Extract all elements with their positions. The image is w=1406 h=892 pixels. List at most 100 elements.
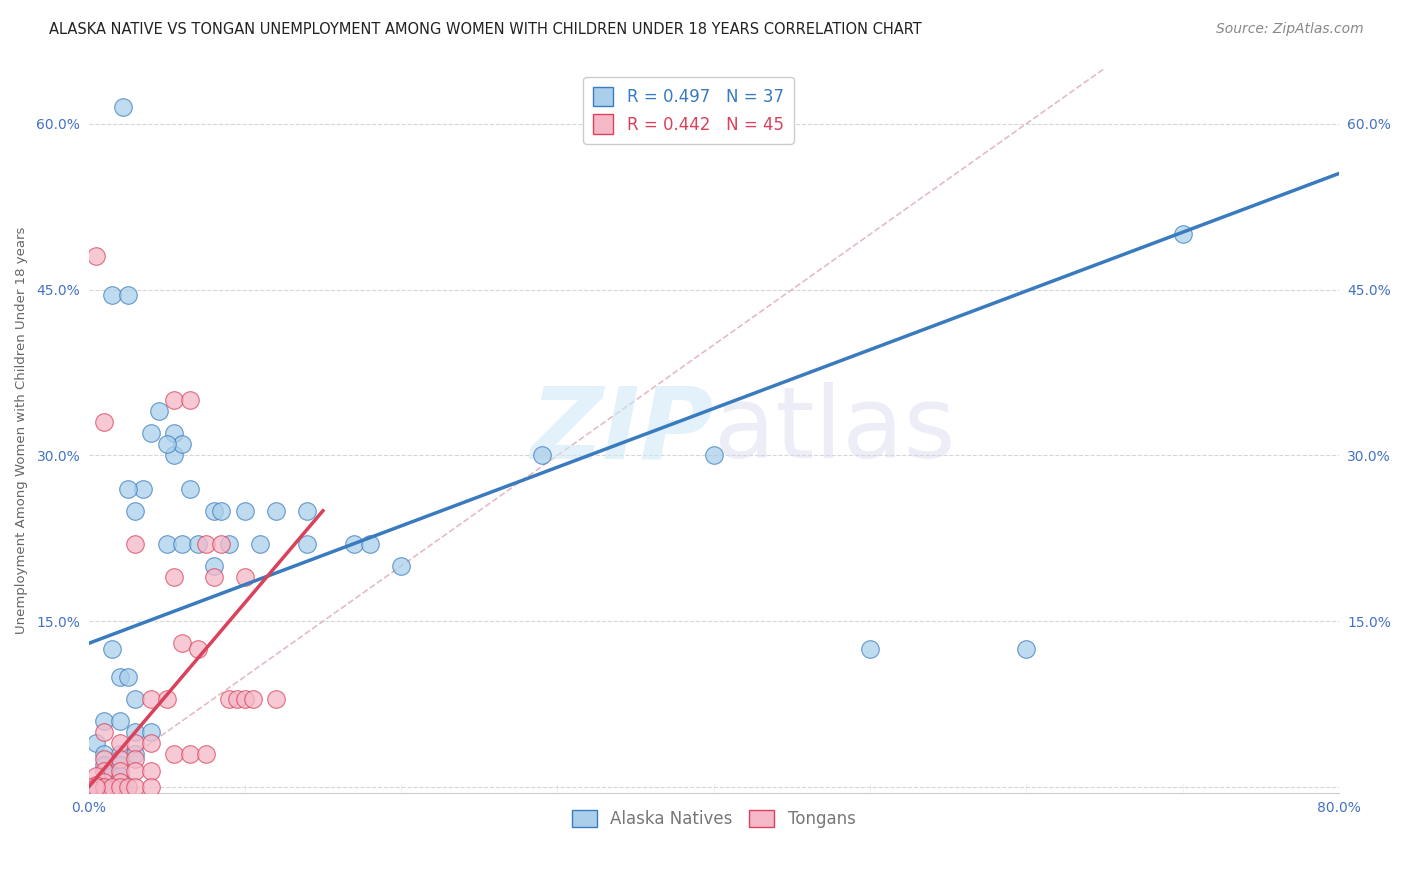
- Point: [93, 752, 115, 766]
- Point: [93, 764, 115, 778]
- Point: [108, 774, 131, 789]
- Point: [156, 537, 179, 551]
- Point: [108, 769, 131, 783]
- Point: [187, 642, 209, 657]
- Point: [194, 537, 217, 551]
- Point: [194, 747, 217, 761]
- Text: ZIP: ZIP: [530, 382, 714, 479]
- Point: [264, 691, 287, 706]
- Point: [86, 780, 108, 794]
- Point: [93, 758, 115, 772]
- Point: [132, 482, 155, 496]
- Point: [187, 537, 209, 551]
- Point: [93, 724, 115, 739]
- Point: [202, 504, 225, 518]
- Point: [148, 404, 170, 418]
- Point: [117, 482, 139, 496]
- Point: [202, 570, 225, 584]
- Point: [1015, 642, 1038, 657]
- Point: [124, 504, 146, 518]
- Point: [163, 393, 186, 408]
- Point: [179, 393, 201, 408]
- Point: [209, 537, 232, 551]
- Point: [93, 774, 115, 789]
- Point: [86, 778, 108, 792]
- Point: [108, 752, 131, 766]
- Point: [163, 449, 186, 463]
- Text: atlas: atlas: [714, 382, 955, 479]
- Point: [218, 537, 240, 551]
- Point: [108, 669, 131, 683]
- Y-axis label: Unemployment Among Women with Children Under 18 years: Unemployment Among Women with Children U…: [15, 227, 28, 634]
- Point: [264, 504, 287, 518]
- Point: [156, 437, 179, 451]
- Point: [101, 288, 124, 302]
- Point: [86, 736, 108, 750]
- Point: [163, 570, 186, 584]
- Point: [226, 691, 249, 706]
- Point: [218, 691, 240, 706]
- Point: [209, 504, 232, 518]
- Point: [139, 426, 162, 441]
- Point: [172, 537, 194, 551]
- Point: [359, 537, 381, 551]
- Point: [108, 747, 131, 761]
- Point: [343, 537, 366, 551]
- Point: [124, 747, 146, 761]
- Point: [233, 570, 256, 584]
- Legend: Alaska Natives, Tongans: Alaska Natives, Tongans: [565, 804, 862, 835]
- Point: [86, 250, 108, 264]
- Point: [124, 537, 146, 551]
- Point: [233, 504, 256, 518]
- Point: [108, 780, 131, 794]
- Point: [117, 669, 139, 683]
- Point: [179, 482, 201, 496]
- Point: [93, 747, 115, 761]
- Point: [139, 736, 162, 750]
- Point: [389, 559, 412, 574]
- Point: [297, 537, 319, 551]
- Point: [124, 764, 146, 778]
- Point: [108, 736, 131, 750]
- Point: [93, 714, 115, 728]
- Point: [117, 288, 139, 302]
- Point: [1171, 227, 1194, 242]
- Point: [172, 437, 194, 451]
- Point: [124, 724, 146, 739]
- Point: [297, 504, 319, 518]
- Point: [233, 691, 256, 706]
- Point: [101, 769, 124, 783]
- Point: [530, 449, 553, 463]
- Point: [77, 780, 100, 794]
- Point: [124, 691, 146, 706]
- Point: [139, 780, 162, 794]
- Point: [139, 764, 162, 778]
- Point: [156, 691, 179, 706]
- Point: [703, 449, 725, 463]
- Point: [172, 636, 194, 650]
- Point: [139, 691, 162, 706]
- Point: [124, 752, 146, 766]
- Point: [163, 426, 186, 441]
- Text: ALASKA NATIVE VS TONGAN UNEMPLOYMENT AMONG WOMEN WITH CHILDREN UNDER 18 YEARS CO: ALASKA NATIVE VS TONGAN UNEMPLOYMENT AMO…: [49, 22, 922, 37]
- Point: [108, 758, 131, 772]
- Point: [179, 747, 201, 761]
- Point: [111, 100, 134, 114]
- Point: [242, 691, 264, 706]
- Point: [249, 537, 271, 551]
- Point: [139, 724, 162, 739]
- Point: [108, 764, 131, 778]
- Point: [86, 769, 108, 783]
- Text: Source: ZipAtlas.com: Source: ZipAtlas.com: [1216, 22, 1364, 37]
- Point: [101, 780, 124, 794]
- Point: [93, 415, 115, 429]
- Point: [124, 780, 146, 794]
- Point: [202, 559, 225, 574]
- Point: [93, 780, 115, 794]
- Point: [163, 747, 186, 761]
- Point: [101, 642, 124, 657]
- Point: [124, 736, 146, 750]
- Point: [117, 780, 139, 794]
- Point: [108, 714, 131, 728]
- Point: [859, 642, 882, 657]
